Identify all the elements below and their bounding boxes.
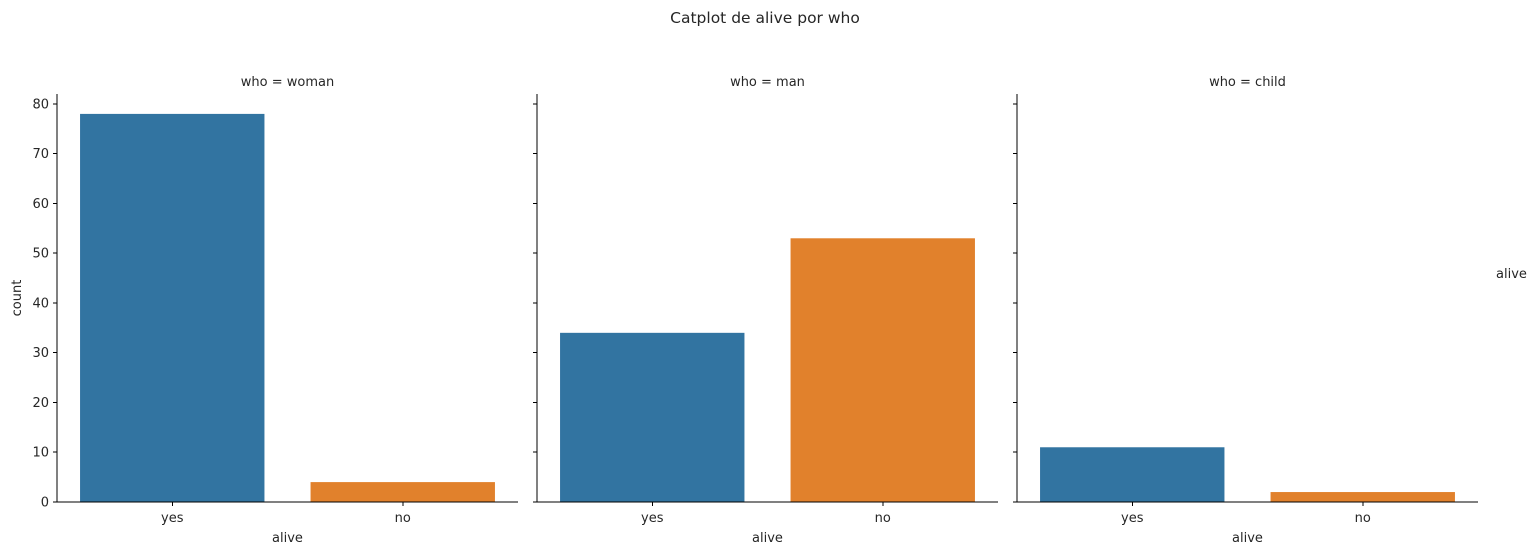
x-tick-label: no <box>875 511 891 526</box>
y-tick-label: 40 <box>32 296 49 311</box>
bar-yes <box>1040 447 1225 502</box>
x-tick-label: no <box>395 511 411 526</box>
bar-yes <box>560 332 745 502</box>
bar-yes <box>80 113 265 503</box>
facet-panel-0: yes no 0 10 20 30 40 50 60 70 80 who = woman alive <box>32 75 518 546</box>
x-tick-label: yes <box>1121 511 1144 526</box>
x-tick-label: no <box>1355 511 1371 526</box>
legend-title: alive <box>1496 267 1527 282</box>
y-axis-label: count <box>10 280 25 317</box>
bar-no <box>790 238 975 503</box>
x-tick-label: yes <box>641 511 664 526</box>
facet-title: who = child <box>1209 75 1286 90</box>
y-tick-label: 80 <box>32 97 49 112</box>
bar-no <box>310 482 495 502</box>
x-axis-label: alive <box>752 531 783 546</box>
facet-panel-2: yes no who = child alive <box>1013 75 1478 546</box>
chart-title: Catplot de alive por who <box>670 9 860 27</box>
facet-panel-1: yes no who = man alive <box>533 75 998 546</box>
y-tick-label: 30 <box>32 346 49 361</box>
y-tick-label: 10 <box>32 446 49 461</box>
bar-no <box>1270 492 1455 502</box>
x-axis-label: alive <box>272 531 303 546</box>
y-tick-label: 60 <box>32 197 49 212</box>
y-tick-label: 20 <box>32 396 49 411</box>
facet-title: who = woman <box>241 75 334 90</box>
y-tick-label: 70 <box>32 147 49 162</box>
y-tick-label: 0 <box>41 496 49 511</box>
x-axis-label: alive <box>1232 531 1263 546</box>
y-tick-label: 50 <box>32 247 49 262</box>
x-tick-label: yes <box>161 511 184 526</box>
facet-title: who = man <box>730 75 805 90</box>
